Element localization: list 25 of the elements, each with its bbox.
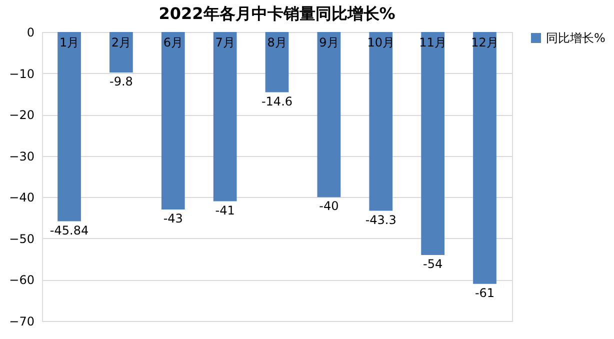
y-tick-label: −20 bbox=[9, 108, 34, 122]
chart-title: 2022年各月中卡销量同比增长% bbox=[158, 4, 396, 23]
data-label: -14.6 bbox=[261, 94, 293, 108]
y-tick-label: −50 bbox=[9, 232, 34, 246]
legend-label: 同比增长% bbox=[546, 31, 606, 45]
data-label: -40 bbox=[319, 199, 339, 214]
y-tick-label: 0 bbox=[26, 26, 34, 40]
data-label: -43 bbox=[163, 212, 183, 226]
x-tick-label: 1月 bbox=[59, 36, 80, 50]
x-tick-label: 9月 bbox=[319, 36, 339, 50]
data-label: -9.8 bbox=[109, 74, 133, 88]
y-tick-label: −60 bbox=[9, 273, 34, 288]
data-label: -61 bbox=[474, 286, 495, 300]
y-tick-label: −40 bbox=[9, 190, 34, 205]
x-tick-label: 2月 bbox=[111, 36, 132, 50]
x-tick-label: 7月 bbox=[215, 36, 235, 50]
x-tick-label: 6月 bbox=[163, 36, 183, 50]
y-tick-label: −30 bbox=[9, 149, 34, 164]
y-tick-label: −70 bbox=[9, 314, 34, 328]
x-tick-label: 8月 bbox=[267, 36, 287, 50]
data-label: -45.84 bbox=[50, 223, 89, 238]
data-label: -41 bbox=[215, 203, 235, 218]
data-label: -54 bbox=[422, 256, 443, 271]
data-label: -43.3 bbox=[365, 212, 396, 227]
y-tick-label: −10 bbox=[9, 66, 34, 81]
